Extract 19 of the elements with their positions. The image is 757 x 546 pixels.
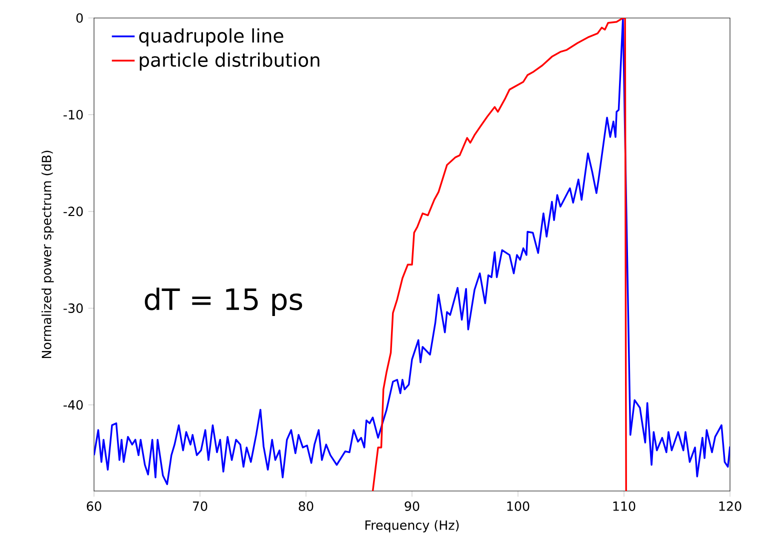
x-tick-label: 100 — [507, 501, 530, 511]
y-axis-title: Normalized power spectrum (dB) — [42, 150, 54, 358]
y-tick-label: -30 — [64, 303, 83, 313]
line-series — [94, 18, 730, 486]
y-tick-label: 0 — [76, 13, 83, 23]
y-tick-label: -20 — [64, 206, 83, 216]
x-tick-label: 80 — [298, 501, 314, 511]
legend-label: quadrupole line — [139, 28, 284, 46]
x-tick-label: 120 — [719, 501, 742, 511]
legend-label: particle distribution — [140, 52, 320, 71]
x-tick-label: 70 — [192, 501, 208, 511]
x-tick-label: 110 — [613, 501, 636, 511]
x-tick-label: 60 — [86, 501, 102, 511]
annotation: dT = 15 ps — [144, 288, 302, 316]
x-axis-title: Frequency (Hz) — [365, 520, 459, 532]
x-tick-label: 90 — [404, 501, 420, 511]
y-tick-label: -40 — [64, 400, 83, 410]
line-series — [372, 18, 627, 491]
y-tick-label: -10 — [64, 110, 83, 120]
